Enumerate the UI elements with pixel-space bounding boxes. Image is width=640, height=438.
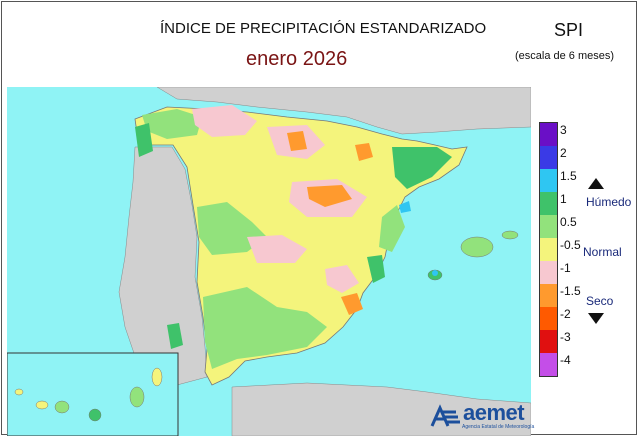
wet-arrow-icon <box>588 178 604 189</box>
legend-tick-label: -1 <box>560 261 571 275</box>
wet-zone-coast-east <box>379 205 405 252</box>
dry-zone-south <box>325 265 359 293</box>
legend-swatch <box>540 307 557 330</box>
map-subtitle-period: enero 2026 <box>246 48 348 70</box>
dry-zone-center <box>247 235 307 263</box>
legend-swatch <box>540 146 557 169</box>
france-land <box>156 87 531 135</box>
legend-swatch <box>540 261 557 284</box>
wet-zone-murcia <box>367 255 385 283</box>
wet-zone-huelva <box>167 323 183 349</box>
wet-zone-east <box>392 147 452 189</box>
legend-category-wet: Húmedo <box>586 195 632 209</box>
legend-swatch <box>540 123 557 146</box>
aemet-logo-icon <box>430 404 460 427</box>
legend-swatch <box>540 169 557 192</box>
canary-inset-frame <box>7 352 179 436</box>
canary-island-3 <box>54 400 70 414</box>
legend-category-normal: Normal <box>583 245 622 259</box>
legend-tick-label: -4 <box>560 353 571 367</box>
legend-swatch <box>540 192 557 215</box>
legend-tick-label: -2 <box>560 307 571 321</box>
wet-zone-north <box>142 109 202 139</box>
legend-tick-label: 2 <box>560 146 567 160</box>
legend-tick-label: -3 <box>560 330 571 344</box>
legend-tick-label: 1 <box>560 192 567 206</box>
dry-zone-north <box>192 105 257 137</box>
canary-island-5 <box>129 386 145 408</box>
orange-zone-south <box>341 293 363 315</box>
legend-swatch <box>540 353 557 376</box>
orange-zone-north <box>287 131 307 151</box>
legend-tick-label: 3 <box>560 123 567 137</box>
legend-swatch <box>540 238 557 261</box>
balearic-mallorca <box>460 236 494 258</box>
wet-zone-southwest <box>203 287 327 369</box>
legend-swatch <box>540 284 557 307</box>
portugal-land <box>118 146 208 386</box>
orange-zone-ebro <box>307 185 352 207</box>
logo-tagline: Agencia Estatal de Meteorología <box>462 424 535 430</box>
legend-color-bar <box>539 122 558 377</box>
spi-map <box>7 87 531 436</box>
legend-tick-label: -0.5 <box>560 238 581 252</box>
canary-island-1 <box>14 388 24 396</box>
scale-note: (escala de 6 meses) <box>515 50 615 62</box>
legend-tick-label: 1.5 <box>560 169 577 183</box>
dry-arrow-icon <box>588 313 604 324</box>
legend-tick-label: 0.5 <box>560 215 577 229</box>
canary-island-2 <box>35 400 49 410</box>
orange-zone-catalonia <box>355 143 373 161</box>
logo-wordmark: aemet <box>463 400 525 425</box>
balearic-ibiza-wet <box>432 270 438 276</box>
balearic-menorca <box>501 230 519 240</box>
map-title: ÍNDICE DE PRECIPITACIÓN ESTANDARIZADO <box>160 20 487 37</box>
canary-island-6 <box>151 367 163 387</box>
very-wet-spot <box>399 201 411 213</box>
legend-tick-label: -1.5 <box>560 284 581 298</box>
legend-category-dry: Seco <box>586 294 614 308</box>
legend-swatch <box>540 215 557 238</box>
legend-swatch <box>540 330 557 353</box>
index-label: SPI <box>554 20 584 40</box>
canary-island-4 <box>88 408 102 422</box>
wet-zone-galicia <box>135 123 153 157</box>
